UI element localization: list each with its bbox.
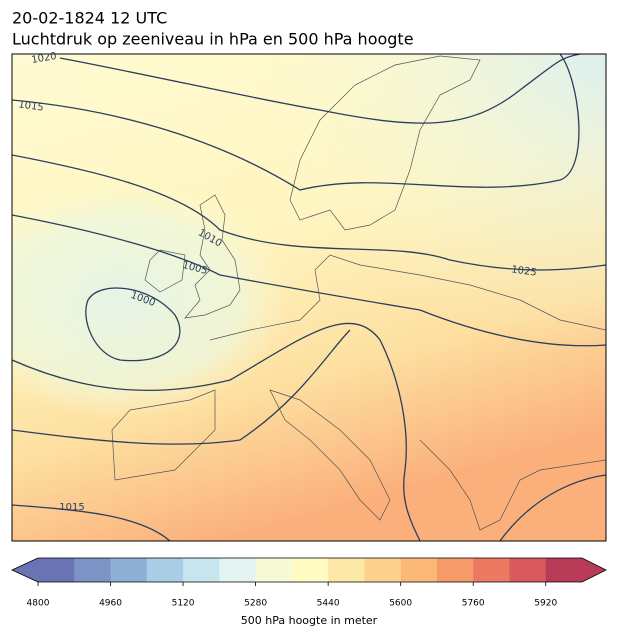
contour-label: 1015: [59, 502, 84, 513]
map-frame: [11, 53, 607, 542]
colorbar-segment: [328, 558, 365, 582]
colorbar-tick-label: 5760: [462, 599, 485, 609]
contour-label: 1020: [31, 51, 58, 66]
colorbar-extend-low: [12, 558, 38, 582]
isobars: [12, 54, 606, 541]
subtitle: Luchtdruk op zeeniveau in hPa en 500 hPa…: [12, 30, 414, 49]
colorbar-segment: [38, 558, 75, 582]
colorbar-frame: [11, 557, 607, 583]
colorbar-tick-label: 4960: [99, 599, 122, 609]
colorbar-segment: [436, 558, 474, 582]
colorbar-segment: [400, 558, 438, 582]
colorbar-segment: [364, 558, 402, 582]
colorbar-segment: [255, 558, 293, 582]
colorbar-segment: [74, 558, 112, 582]
colorbar-tick-label: 5920: [534, 599, 557, 609]
colorbar-segment: [219, 558, 257, 582]
title: 20-02-1824 12 UTC: [12, 9, 167, 28]
coastlines: [111, 55, 606, 531]
colorbar-tick-label: 4800: [27, 599, 50, 609]
contour-label: 1015: [18, 99, 45, 113]
colorbar-segment: [146, 558, 184, 582]
map: [12, 54, 606, 541]
colorbar-segment: [545, 558, 583, 582]
colorbar-label: 500 hPa hoogte in meter: [241, 614, 378, 627]
colorbar-segment: [110, 558, 148, 582]
colorbar-tick-label: 5600: [389, 599, 412, 609]
colorbar-extend-high: [582, 558, 606, 582]
colorbar-segment: [291, 558, 329, 582]
contour-label: 1025: [511, 264, 538, 278]
colorbar-segment: [473, 558, 510, 582]
colorbar-segment: [183, 558, 220, 582]
colorbar-tick-label: 5440: [317, 599, 340, 609]
colorbar-tick-label: 5280: [244, 599, 267, 609]
colorbar-segment: [509, 558, 547, 582]
colorbar-tick-label: 5120: [172, 599, 195, 609]
